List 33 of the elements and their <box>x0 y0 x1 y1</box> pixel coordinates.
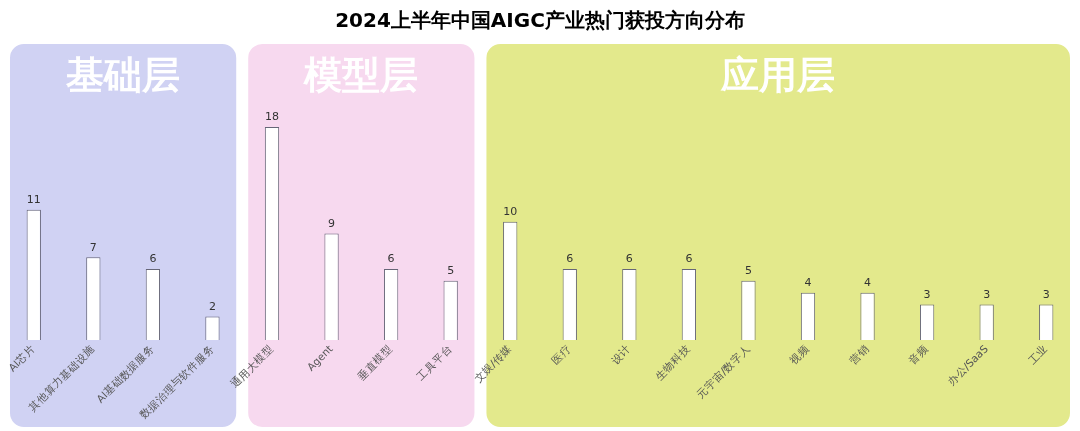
x-tick-label: 通用大模型 <box>227 342 276 390</box>
x-tick-label: 医疗 <box>549 342 574 367</box>
x-tick-label: 视频 <box>787 342 812 367</box>
data-label: 11 <box>26 193 41 207</box>
data-label: 4 <box>804 276 812 290</box>
data-label: 6 <box>387 252 395 266</box>
x-tick-label: 音频 <box>906 342 931 367</box>
data-label: 18 <box>265 110 279 124</box>
data-label: 3 <box>983 287 991 301</box>
x-tick-label: 生物科技 <box>652 342 693 382</box>
data-label: 3 <box>923 287 931 301</box>
x-tick-label: 元宇宙/数字人 <box>694 342 752 401</box>
data-label: 3 <box>1042 287 1050 301</box>
x-tick-label: 营销 <box>846 342 871 367</box>
band-label: 应用层 <box>720 52 836 97</box>
chart-title: 2024上半年中国AIGC产业热门获投方向分布 <box>335 8 745 33</box>
data-label: 6 <box>149 252 157 266</box>
data-label: 5 <box>447 264 455 278</box>
data-label: 5 <box>744 264 752 278</box>
x-tick-label: 工具平台 <box>414 342 455 382</box>
x-tick-label: 文娱/传媒 <box>471 342 514 385</box>
data-label: 10 <box>503 205 518 219</box>
data-label: 6 <box>566 252 574 266</box>
data-label: 9 <box>328 216 336 230</box>
data-label: 7 <box>89 240 97 254</box>
x-tick-label: 设计 <box>608 342 633 367</box>
data-label: 4 <box>864 276 872 290</box>
data-label: 6 <box>625 252 633 266</box>
x-tick-label: 工业 <box>1025 342 1050 367</box>
x-tick-label: AI芯片 <box>5 342 38 374</box>
x-tick-label: 垂直模型 <box>354 342 395 382</box>
data-label: 2 <box>208 299 216 313</box>
data-label: 6 <box>685 252 693 266</box>
